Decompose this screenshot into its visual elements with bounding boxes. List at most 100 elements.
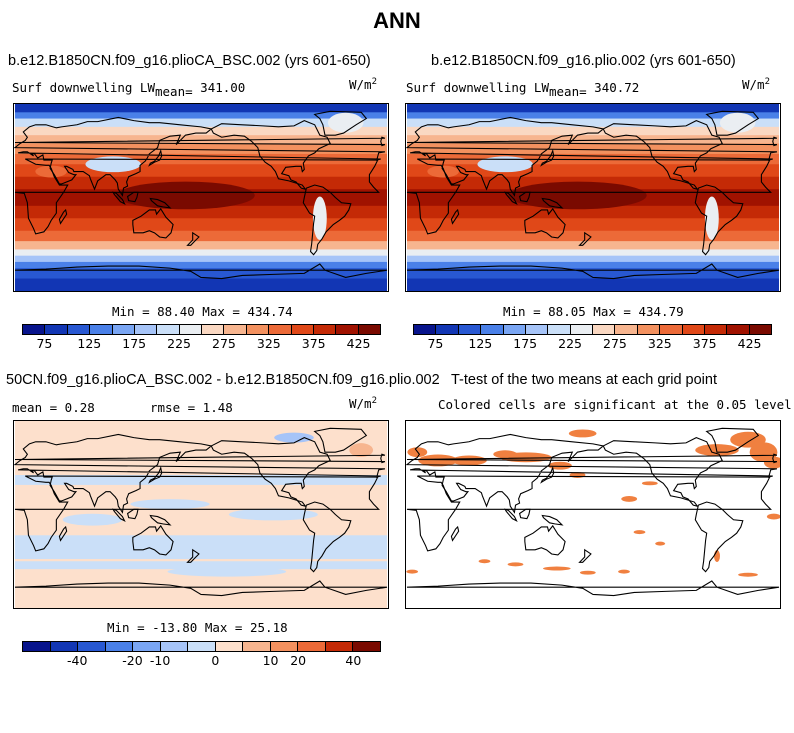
colorbar-swatch xyxy=(23,325,46,334)
coastline-australia xyxy=(132,524,174,556)
colorbar-swatch xyxy=(414,325,437,334)
colorbar-tick-label: 75 xyxy=(427,336,444,351)
diff-background xyxy=(14,421,388,608)
coastline-australia xyxy=(524,207,566,239)
colorbar-swatch xyxy=(67,325,91,334)
colorbar-swatch xyxy=(224,325,247,334)
significant-cells xyxy=(548,461,572,470)
coastline-northAmerica xyxy=(210,437,331,508)
colorbar-swatch xyxy=(23,642,51,651)
colorbar-tick-label: 125 xyxy=(77,336,102,351)
significant-cells xyxy=(406,569,419,574)
colorbar-tick-label: 10 xyxy=(262,653,279,668)
coastline-greenland xyxy=(705,110,760,136)
diff-negative-patch xyxy=(228,508,318,521)
coastline-uk xyxy=(14,136,386,147)
colorbar-swatch xyxy=(481,325,504,334)
andes-low xyxy=(704,196,719,241)
colorbar-tick-label: 20 xyxy=(290,653,307,668)
colorbar-tick-label: 375 xyxy=(692,336,717,351)
diff-negative-patch xyxy=(167,566,287,577)
colorbar-tick-label: 75 xyxy=(36,336,53,351)
colorbar-swatch xyxy=(160,642,189,651)
coastline-sumatra xyxy=(504,191,518,205)
colorbar-swatch xyxy=(749,325,771,334)
colorbar-swatch xyxy=(458,325,482,334)
colorbar-swatch xyxy=(660,325,683,334)
colorbar-swatch xyxy=(270,642,299,651)
significant-cells xyxy=(641,481,658,486)
greenland-low xyxy=(719,112,756,133)
warm-pool xyxy=(116,181,255,210)
field-band xyxy=(14,268,388,280)
coastline-greenland xyxy=(313,110,368,136)
panel2-title: b.e12.B1850CN.f09_g16.plio.002 (yrs 601-… xyxy=(431,53,736,69)
colorbar-tick-label: -20 xyxy=(122,653,143,668)
significant-cells xyxy=(418,454,458,467)
panel4-map xyxy=(405,420,781,609)
tibet-low xyxy=(85,156,141,173)
coastline-nz xyxy=(186,231,200,246)
field-band xyxy=(406,112,780,120)
colorbar-swatch xyxy=(436,325,459,334)
panel2-units: W/m2 xyxy=(742,77,770,93)
colorbar-tick-label: 125 xyxy=(468,336,493,351)
colorbar-swatch xyxy=(353,642,380,651)
panel2-var-label: Surf downwelling LWmean= 340.72 xyxy=(406,80,640,99)
colorbar-tick-label: -40 xyxy=(67,653,88,668)
panel3-rmse: rmse = 1.48 xyxy=(150,400,233,415)
field-band xyxy=(14,104,388,113)
field-band xyxy=(14,126,388,136)
panel1-title: b.e12.B1850CN.f09_g16.plioCA_BSC.002 (yr… xyxy=(8,53,371,69)
coastline-africa xyxy=(14,158,380,235)
significant-cells xyxy=(633,530,646,535)
field-band xyxy=(406,249,780,257)
field-band xyxy=(14,278,388,291)
coastline-newguinea xyxy=(541,514,564,526)
field-band xyxy=(406,230,780,242)
significant-cells xyxy=(493,450,518,459)
colorbar-swatch xyxy=(202,325,225,334)
colorbar-swatch xyxy=(78,642,106,651)
significant-cells xyxy=(618,569,630,574)
significant-cells xyxy=(568,429,597,438)
panel3-units: W/m2 xyxy=(349,396,377,412)
coastline-japan xyxy=(540,148,555,167)
colorbar-swatch xyxy=(704,325,728,334)
panel2-stats: Min = 88.05 Max = 434.79 xyxy=(503,304,684,319)
field-band xyxy=(14,241,388,250)
coastline-japan xyxy=(540,465,555,484)
significant-cells xyxy=(763,456,780,469)
field-band xyxy=(406,104,780,113)
colorbar-swatch xyxy=(243,642,271,651)
significant-cells xyxy=(655,541,666,546)
field-band xyxy=(406,278,780,291)
coastline-antarctica xyxy=(14,580,388,597)
coastline-greenland xyxy=(313,427,368,453)
greenland-low xyxy=(327,112,364,133)
colorbar-tick-label: 325 xyxy=(647,336,672,351)
colorbar-tick-label: 275 xyxy=(603,336,627,351)
colorbar-swatch xyxy=(50,642,79,651)
sahara-zone xyxy=(427,165,459,178)
colorbar-swatch xyxy=(313,325,337,334)
colorbar-swatch xyxy=(157,325,180,334)
coastline-sumatra xyxy=(504,508,518,522)
significant-cells xyxy=(451,455,487,466)
coastline-borneo xyxy=(518,508,531,520)
colorbar-swatch xyxy=(615,325,638,334)
colorbar-swatch xyxy=(45,325,68,334)
colorbar-swatch xyxy=(570,325,593,334)
field-band xyxy=(14,112,388,120)
colorbar-tick-label: 275 xyxy=(212,336,236,351)
panel2-colorbar-labels: 75 125 175 225 275 325 375 425 xyxy=(413,336,772,352)
field-band xyxy=(406,118,780,128)
panel3-map-plot xyxy=(14,421,388,608)
sahara-zone xyxy=(35,165,67,178)
significant-cells xyxy=(714,550,720,562)
field-band xyxy=(14,218,388,232)
panel3-mean: mean = 0.28 xyxy=(12,400,95,415)
colorbar-swatch xyxy=(682,325,705,334)
colorbar-swatch xyxy=(269,325,292,334)
panel1-colorbar xyxy=(22,324,381,335)
